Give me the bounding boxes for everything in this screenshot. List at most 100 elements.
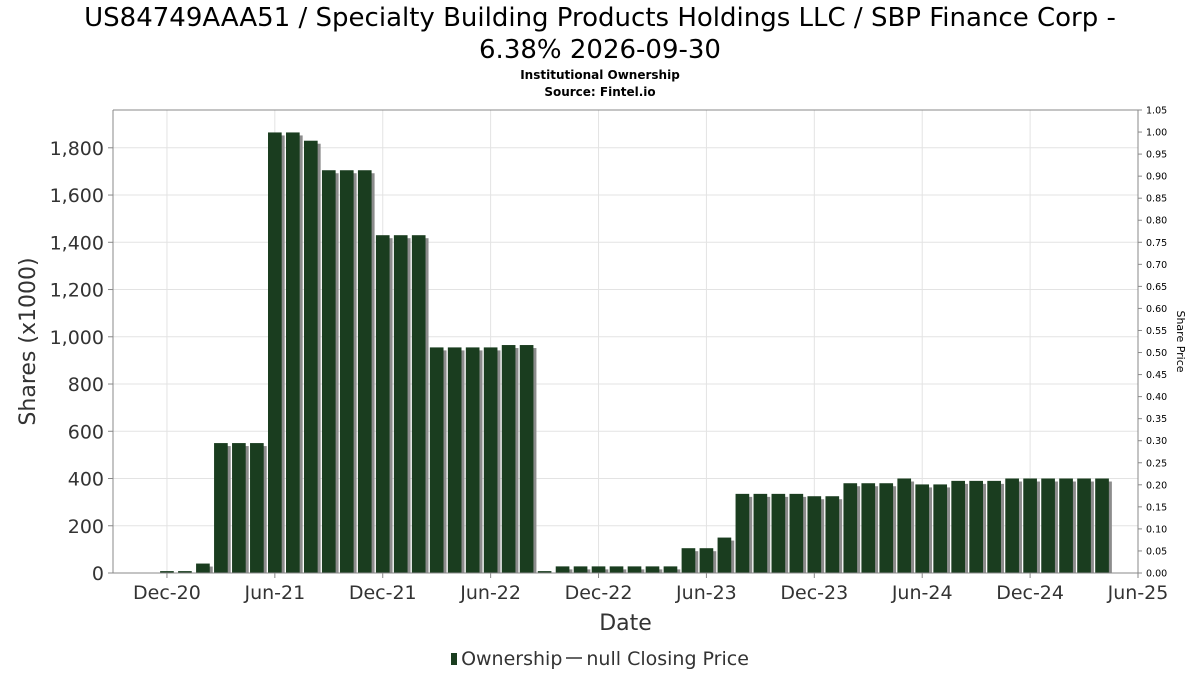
- y-axis-title: Shares (x1000): [16, 257, 41, 425]
- bar: [951, 480, 966, 573]
- x-tick-label: Dec-22: [565, 582, 633, 604]
- x-tick-label: Dec-23: [780, 582, 848, 604]
- y2-tick-label: 0.05: [1146, 546, 1167, 557]
- bar: [645, 566, 660, 573]
- y-tick-label: 1,000: [50, 327, 104, 349]
- x-tick-label: Jun-22: [459, 582, 521, 604]
- bar: [160, 571, 174, 573]
- bar: [375, 235, 390, 573]
- legend-ownership-swatch: [451, 653, 458, 665]
- bar: [591, 566, 606, 573]
- legend: Ownership null Closing Price: [0, 647, 1200, 671]
- y2-tick-label: 0.15: [1146, 502, 1167, 513]
- bar: [825, 496, 840, 573]
- y2-tick-label: 0.50: [1146, 348, 1167, 359]
- bar: [1059, 478, 1073, 573]
- bar: [214, 443, 228, 573]
- bar: [933, 484, 948, 573]
- y2-tick-label: 1.00: [1146, 128, 1167, 139]
- bar: [483, 347, 498, 573]
- y2-tick-label: 0.30: [1146, 436, 1167, 447]
- y-tick-label: 1,400: [50, 232, 104, 254]
- chart-subtitle: Institutional Ownership: [520, 68, 680, 82]
- bar: [915, 484, 930, 573]
- bar: [429, 347, 444, 573]
- y2-tick-label: 0.35: [1146, 414, 1167, 425]
- bar: [771, 493, 786, 573]
- bar: [1023, 478, 1037, 573]
- bar: [987, 480, 1001, 573]
- y2-tick-label: 0.55: [1146, 326, 1167, 337]
- y2-tick-label: 0.45: [1146, 370, 1167, 381]
- y2-tick-label: 0.75: [1146, 238, 1167, 249]
- bar: [807, 496, 822, 573]
- bar: [196, 563, 210, 573]
- bar: [789, 493, 804, 573]
- bar: [897, 478, 912, 573]
- bar: [339, 170, 354, 573]
- y-tick-label: 1,200: [50, 280, 104, 302]
- chart-source: Source: Fintel.io: [544, 85, 656, 99]
- bar: [357, 170, 372, 573]
- y2-tick-label: 0.25: [1146, 458, 1167, 469]
- x-tick-label: Jun-21: [243, 582, 305, 604]
- y-tick-label: 400: [68, 469, 104, 491]
- y-tick-label: 800: [68, 374, 104, 396]
- x-axis-title: Date: [599, 611, 652, 636]
- y-tick-label: 1,600: [50, 185, 104, 207]
- bar: [447, 347, 462, 573]
- bar: [321, 170, 336, 573]
- bar: [519, 345, 534, 573]
- y2-tick-label: 0.00: [1146, 569, 1167, 580]
- bar: [735, 493, 750, 573]
- bar: [232, 443, 246, 573]
- y2-tick-label: 0.60: [1146, 304, 1167, 315]
- bar: [573, 566, 588, 573]
- bar: [178, 571, 192, 573]
- bar: [681, 548, 696, 573]
- y2-tick-label: 0.95: [1146, 150, 1167, 161]
- legend-price-line: [566, 657, 583, 659]
- y2-tick-label: 0.65: [1146, 282, 1167, 293]
- x-tick-label: Jun-24: [891, 582, 953, 604]
- bar: [1005, 478, 1019, 573]
- legend-price-label: null Closing Price: [586, 648, 749, 670]
- bar: [609, 566, 624, 573]
- bar: [501, 345, 516, 573]
- y2-tick-label: 0.40: [1146, 392, 1167, 403]
- bar: [627, 566, 642, 573]
- bar: [555, 566, 570, 573]
- bar: [303, 140, 318, 574]
- x-tick-label: Dec-24: [996, 582, 1064, 604]
- y2-tick-label: 0.90: [1146, 172, 1167, 183]
- bar: [285, 132, 300, 573]
- bar: [411, 235, 426, 573]
- y-tick-label: 600: [68, 421, 104, 443]
- bar: [1041, 478, 1055, 573]
- bar: [861, 483, 876, 573]
- bar: [537, 571, 552, 573]
- bar: [699, 548, 714, 573]
- legend-ownership-label: Ownership: [461, 648, 563, 670]
- bar: [268, 132, 282, 573]
- bar: [250, 443, 264, 573]
- y-tick-label: 0: [92, 563, 104, 585]
- y2-tick-label: 0.85: [1146, 194, 1167, 205]
- bar: [717, 537, 732, 573]
- bar: [663, 566, 678, 573]
- bar: [969, 480, 983, 573]
- bar: [843, 483, 858, 573]
- bar: [753, 493, 768, 573]
- y2-tick-label: 1.05: [1146, 106, 1167, 117]
- bar: [393, 235, 408, 573]
- bar: [1077, 478, 1091, 573]
- y-tick-label: 200: [68, 516, 104, 538]
- y2-tick-label: 0.10: [1146, 524, 1167, 535]
- chart-title-line2: 6.38% 2026-09-30: [479, 35, 721, 65]
- chart-title-line1: US84749AAA51 / Specialty Building Produc…: [84, 3, 1116, 33]
- x-tick-label: Dec-21: [349, 582, 417, 604]
- y2-axis-title: Share Price: [1174, 310, 1187, 372]
- bar: [1095, 478, 1109, 573]
- x-tick-label: Jun-23: [675, 582, 737, 604]
